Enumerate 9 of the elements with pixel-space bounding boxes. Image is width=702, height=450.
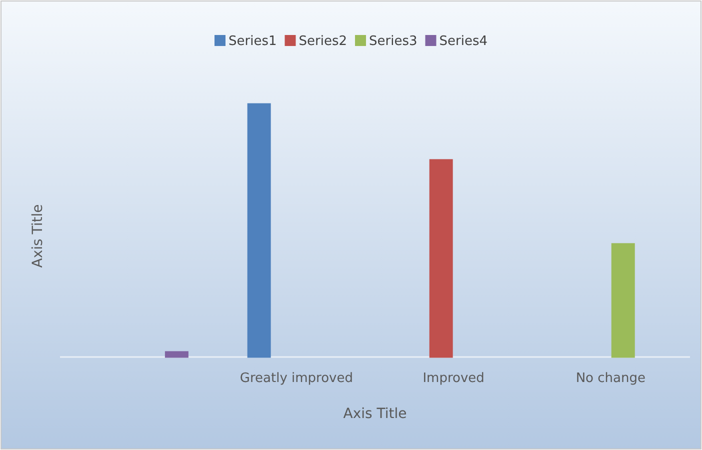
x-tick-label: Greatly improved bbox=[240, 371, 354, 386]
legend-label: Series2 bbox=[298, 34, 347, 49]
legend-label: Series1 bbox=[228, 34, 277, 49]
legend-label: Series4 bbox=[439, 34, 488, 49]
y-axis-title: Axis Title bbox=[30, 204, 46, 268]
x-axis-title: Axis Title bbox=[343, 406, 407, 422]
legend-label: Series3 bbox=[369, 34, 418, 49]
x-tick-label: Improved bbox=[422, 371, 484, 386]
x-tick-label: No change bbox=[576, 371, 646, 386]
